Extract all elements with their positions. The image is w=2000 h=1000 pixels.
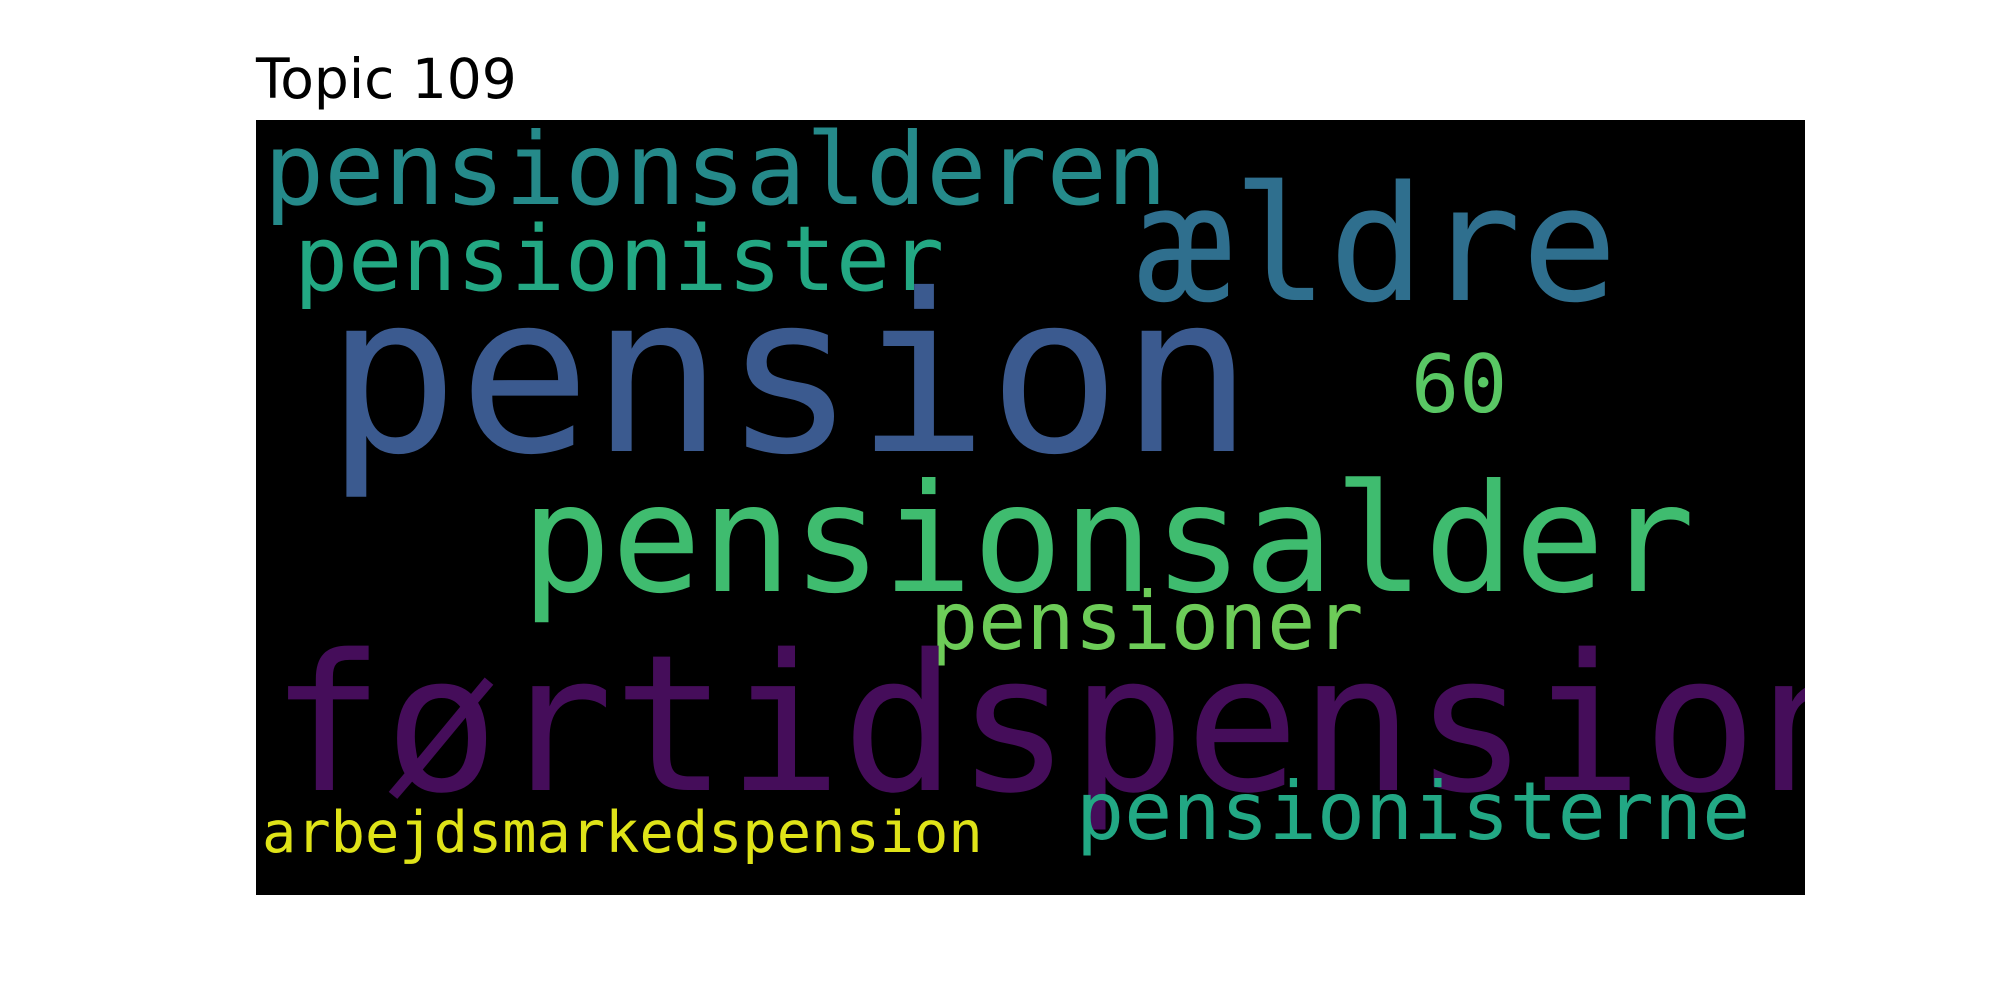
word-60: 60 (1411, 338, 1508, 431)
word-pensionisterne: pensionisterne (1076, 765, 1751, 858)
word-fortidspension: førtidspension (270, 614, 1805, 835)
word-pensionsalderen: pensionsalderen (264, 120, 1168, 228)
word-pensionister: pensionister (294, 207, 945, 312)
figure-title: Topic 109 (256, 47, 517, 111)
word-aeldre: ældre (1136, 151, 1618, 338)
word-cloud: pensionsalderen pensionister ældre pensi… (256, 120, 1805, 895)
word-pensioner: pensioner (930, 575, 1364, 668)
word-arbejdsmarkedspension: arbejdsmarkedspension (262, 800, 983, 866)
word-pension: pension (326, 247, 1254, 503)
word-pensionsalder: pensionsalder (521, 453, 1695, 627)
